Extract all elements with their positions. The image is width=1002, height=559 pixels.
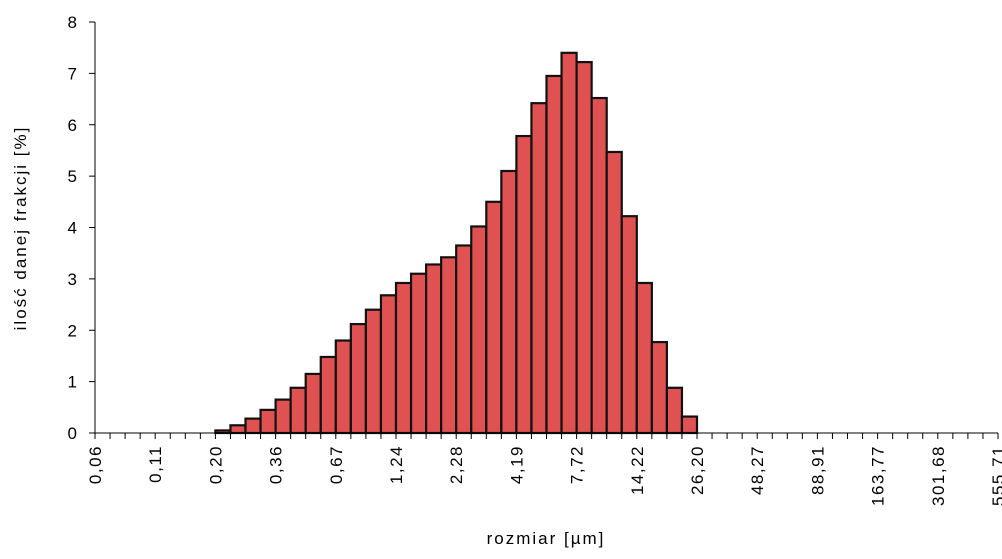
x-tick-label: 7,72 — [568, 445, 587, 484]
y-tick-label: 1 — [68, 373, 77, 392]
bar — [605, 150, 623, 435]
bar — [455, 244, 473, 435]
bar — [409, 272, 428, 435]
x-tick-label: 163,77 — [869, 445, 888, 506]
x-tick-label: 1,24 — [387, 445, 406, 484]
bar — [349, 322, 368, 435]
bar — [500, 169, 518, 435]
bar — [560, 51, 578, 435]
bar — [289, 386, 307, 435]
y-tick-label: 2 — [68, 321, 77, 340]
bar — [575, 60, 593, 435]
bar — [650, 340, 668, 435]
y-tick-label: 3 — [68, 270, 77, 289]
y-tick-label: 7 — [68, 64, 77, 83]
x-tick-label: 4,19 — [507, 445, 526, 484]
x-tick-label: 0,20 — [206, 445, 225, 484]
x-tick-label: 0,36 — [267, 445, 286, 484]
x-tick-label: 0,11 — [146, 445, 165, 483]
bar — [515, 134, 533, 435]
bar — [304, 372, 322, 435]
bar — [665, 386, 684, 435]
x-tick-label: 301,68 — [929, 445, 948, 506]
x-tick-label: 26,20 — [688, 445, 707, 495]
bar — [470, 225, 488, 435]
x-tick-label: 14,22 — [628, 445, 647, 495]
bar — [590, 96, 608, 435]
bar — [485, 200, 503, 435]
bar — [425, 263, 443, 435]
bar — [530, 102, 548, 435]
x-tick-label: 0,06 — [86, 445, 105, 484]
bar — [545, 74, 563, 435]
bar — [635, 281, 653, 435]
bar — [259, 408, 277, 435]
x-tick-label: 48,27 — [748, 445, 767, 495]
bar — [319, 355, 337, 435]
y-tick-label: 5 — [68, 167, 77, 186]
y-tick-label: 4 — [68, 219, 77, 238]
y-tick-label: 0 — [68, 424, 77, 443]
bar — [440, 256, 458, 435]
x-tick-label: 555,71 — [989, 445, 1002, 506]
bar — [680, 415, 699, 435]
x-axis-label: rozmiar [µm] — [487, 529, 606, 548]
bar — [274, 398, 292, 435]
bar — [334, 339, 352, 435]
bar — [394, 281, 413, 435]
bar — [364, 308, 383, 435]
bar — [244, 417, 262, 435]
y-tick-label: 8 — [68, 13, 77, 32]
x-tick-label: 2,28 — [447, 445, 466, 484]
x-tick-label: 88,91 — [808, 445, 827, 495]
y-axis-label: ilość danej frakcji [%] — [11, 126, 30, 331]
x-tick-label: 0,67 — [327, 445, 346, 484]
bar — [620, 215, 638, 435]
y-tick-label: 6 — [68, 116, 77, 135]
bar — [229, 424, 247, 435]
bar — [379, 294, 398, 435]
